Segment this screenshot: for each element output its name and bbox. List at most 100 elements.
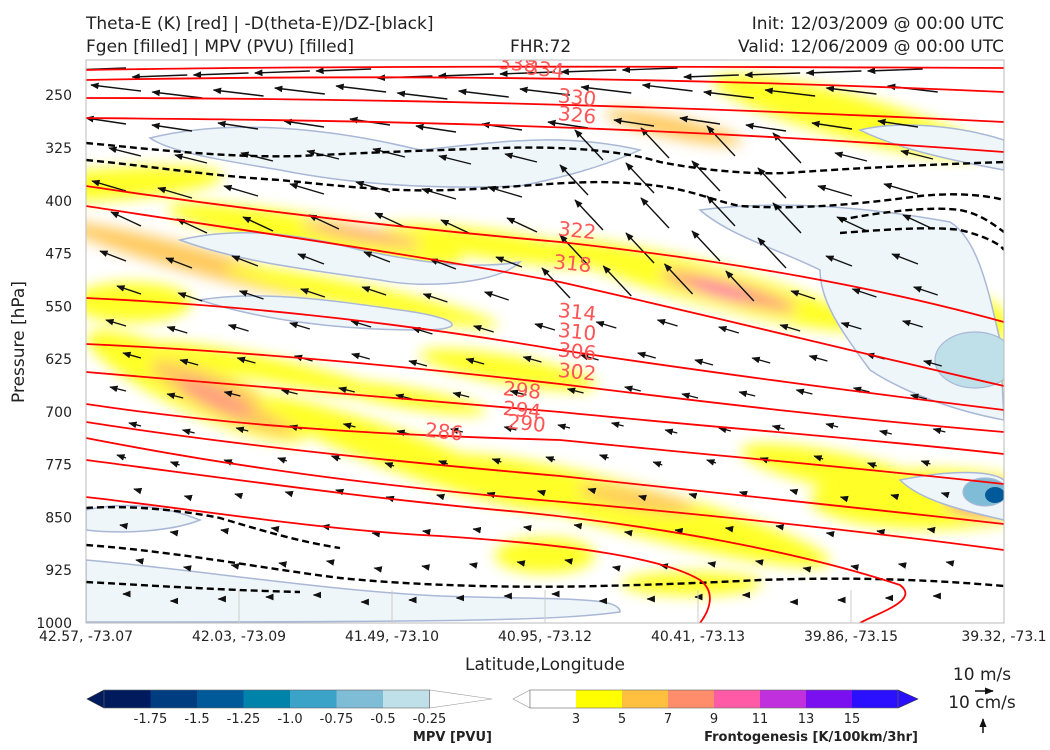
wind-arrow [663, 263, 694, 295]
wind-arrow [573, 522, 583, 530]
wind-arrow [86, 115, 127, 125]
wind-arrow [119, 522, 129, 530]
valid-time: Valid: 12/06/2009 @ 00:00 UTC [738, 37, 1004, 57]
wind-ref-horizontal-label: 10 m/s [953, 665, 1011, 685]
wind-arrow [169, 461, 180, 468]
wind-arrow [91, 179, 127, 192]
wind-arrow [350, 352, 370, 360]
theta-e-label: 298 [502, 376, 542, 404]
y-tick-label: 625 [45, 352, 72, 368]
mpv-colorbar-tick: -1.5 [184, 712, 209, 727]
wind-arrow [623, 529, 633, 537]
init-time: Init: 12/03/2009 @ 00:00 UTC [751, 14, 1004, 34]
y-tick-label: 250 [45, 88, 72, 104]
wind-arrow [486, 491, 496, 499]
wind-arrow [813, 455, 824, 462]
fgen-colorbar-bin [852, 690, 898, 708]
wind-arrow [901, 319, 923, 328]
theta-e-contour [86, 421, 1004, 525]
wind-arrow [825, 255, 853, 267]
mpv-colorbar-tick: -1.25 [227, 712, 261, 727]
wind-arrow [422, 293, 448, 303]
wind-arrow [165, 257, 193, 269]
wind-arrow [297, 253, 325, 265]
fgen-patch [152, 342, 388, 398]
mpv-colorbar-extend-high [429, 689, 493, 709]
wind-arrow [664, 428, 678, 436]
wind-arrow [519, 86, 571, 96]
wind-arrow [625, 232, 655, 264]
wind-arrow [688, 492, 698, 500]
dthetae-dz-contour [839, 227, 1004, 251]
wind-arrow [116, 285, 142, 295]
wind-arrow [415, 123, 457, 133]
y-axis-label: Pressure [hPa] [9, 281, 29, 403]
wind-arrow [169, 529, 179, 537]
theta-e-contours [86, 65, 1004, 623]
fgen-colorbar-bin [760, 690, 806, 708]
y-tick-label: 775 [45, 458, 72, 474]
wind-arrow [157, 186, 193, 199]
theta-e-contour [86, 459, 907, 623]
dthetae-dz-contour [86, 158, 1004, 209]
wind-arrow [235, 426, 249, 434]
wind-arrow [839, 495, 849, 503]
wind-arrow [912, 286, 938, 296]
x-tick-label: 41.49, -73.10 [345, 629, 439, 645]
wind-ref-vertical-label: 10 cm/s [948, 693, 1016, 713]
wind-arrow [242, 216, 274, 232]
wind-arrow [932, 427, 946, 435]
theta-e-label: 294 [502, 396, 542, 424]
fgen-colorbar-tick: 15 [844, 712, 861, 727]
wind-arrow [350, 319, 372, 328]
x-tick-label: 39.32, -73.1 [961, 629, 1046, 645]
mpv-colorbar-frame [103, 689, 430, 709]
theta-e-label: 330 [557, 83, 597, 111]
wind-arrow [621, 66, 678, 74]
mpv-fill [86, 124, 1004, 623]
wind-arrow [834, 151, 868, 162]
wind-arrow [325, 559, 335, 566]
wind-arrow [877, 118, 919, 128]
theta-e-label: 302 [557, 358, 597, 386]
wind-arrow [384, 462, 395, 469]
wind-arrow [878, 429, 892, 437]
wind-arrow [411, 326, 433, 335]
dthetae-dz-contour [839, 207, 1004, 233]
wind-arrow [277, 457, 288, 464]
wind-arrow [468, 562, 478, 569]
mpv-region [148, 126, 643, 188]
wind-arrow [289, 321, 311, 330]
wind-arrow [274, 85, 325, 95]
theta-e-contour [86, 297, 1004, 411]
wind-arrow [108, 146, 142, 157]
wind-arrow [541, 267, 571, 299]
wind-arrow [522, 524, 532, 532]
wind-arrow [725, 270, 755, 302]
wind-arrow [840, 321, 862, 330]
wind-arrow [566, 387, 584, 395]
wind-arrow [395, 393, 413, 401]
wind-arrow [361, 286, 387, 296]
wind-arrow [637, 494, 647, 502]
wind-arrow [718, 325, 740, 334]
wind-arrow [217, 120, 259, 130]
wind-arrow [452, 391, 470, 399]
wind-arrow [580, 84, 632, 94]
wind-arrow [534, 322, 556, 331]
wind-arrow [503, 425, 517, 433]
wind-arrow [330, 455, 341, 462]
wind-arrow [182, 565, 192, 572]
wind-arrow [674, 527, 684, 535]
wind-arrow [396, 90, 448, 100]
wind-arrow [547, 119, 589, 129]
wind-arrow [300, 288, 326, 298]
mpv-region [199, 295, 453, 331]
wind-arrow [504, 152, 538, 163]
wind-arrow [238, 290, 264, 300]
theta-e-contour [86, 205, 1004, 387]
fgen-patch [167, 203, 464, 267]
theta-e-label: 318 [552, 249, 592, 277]
wind-arrow [738, 490, 748, 498]
fgen-patch [380, 224, 618, 268]
